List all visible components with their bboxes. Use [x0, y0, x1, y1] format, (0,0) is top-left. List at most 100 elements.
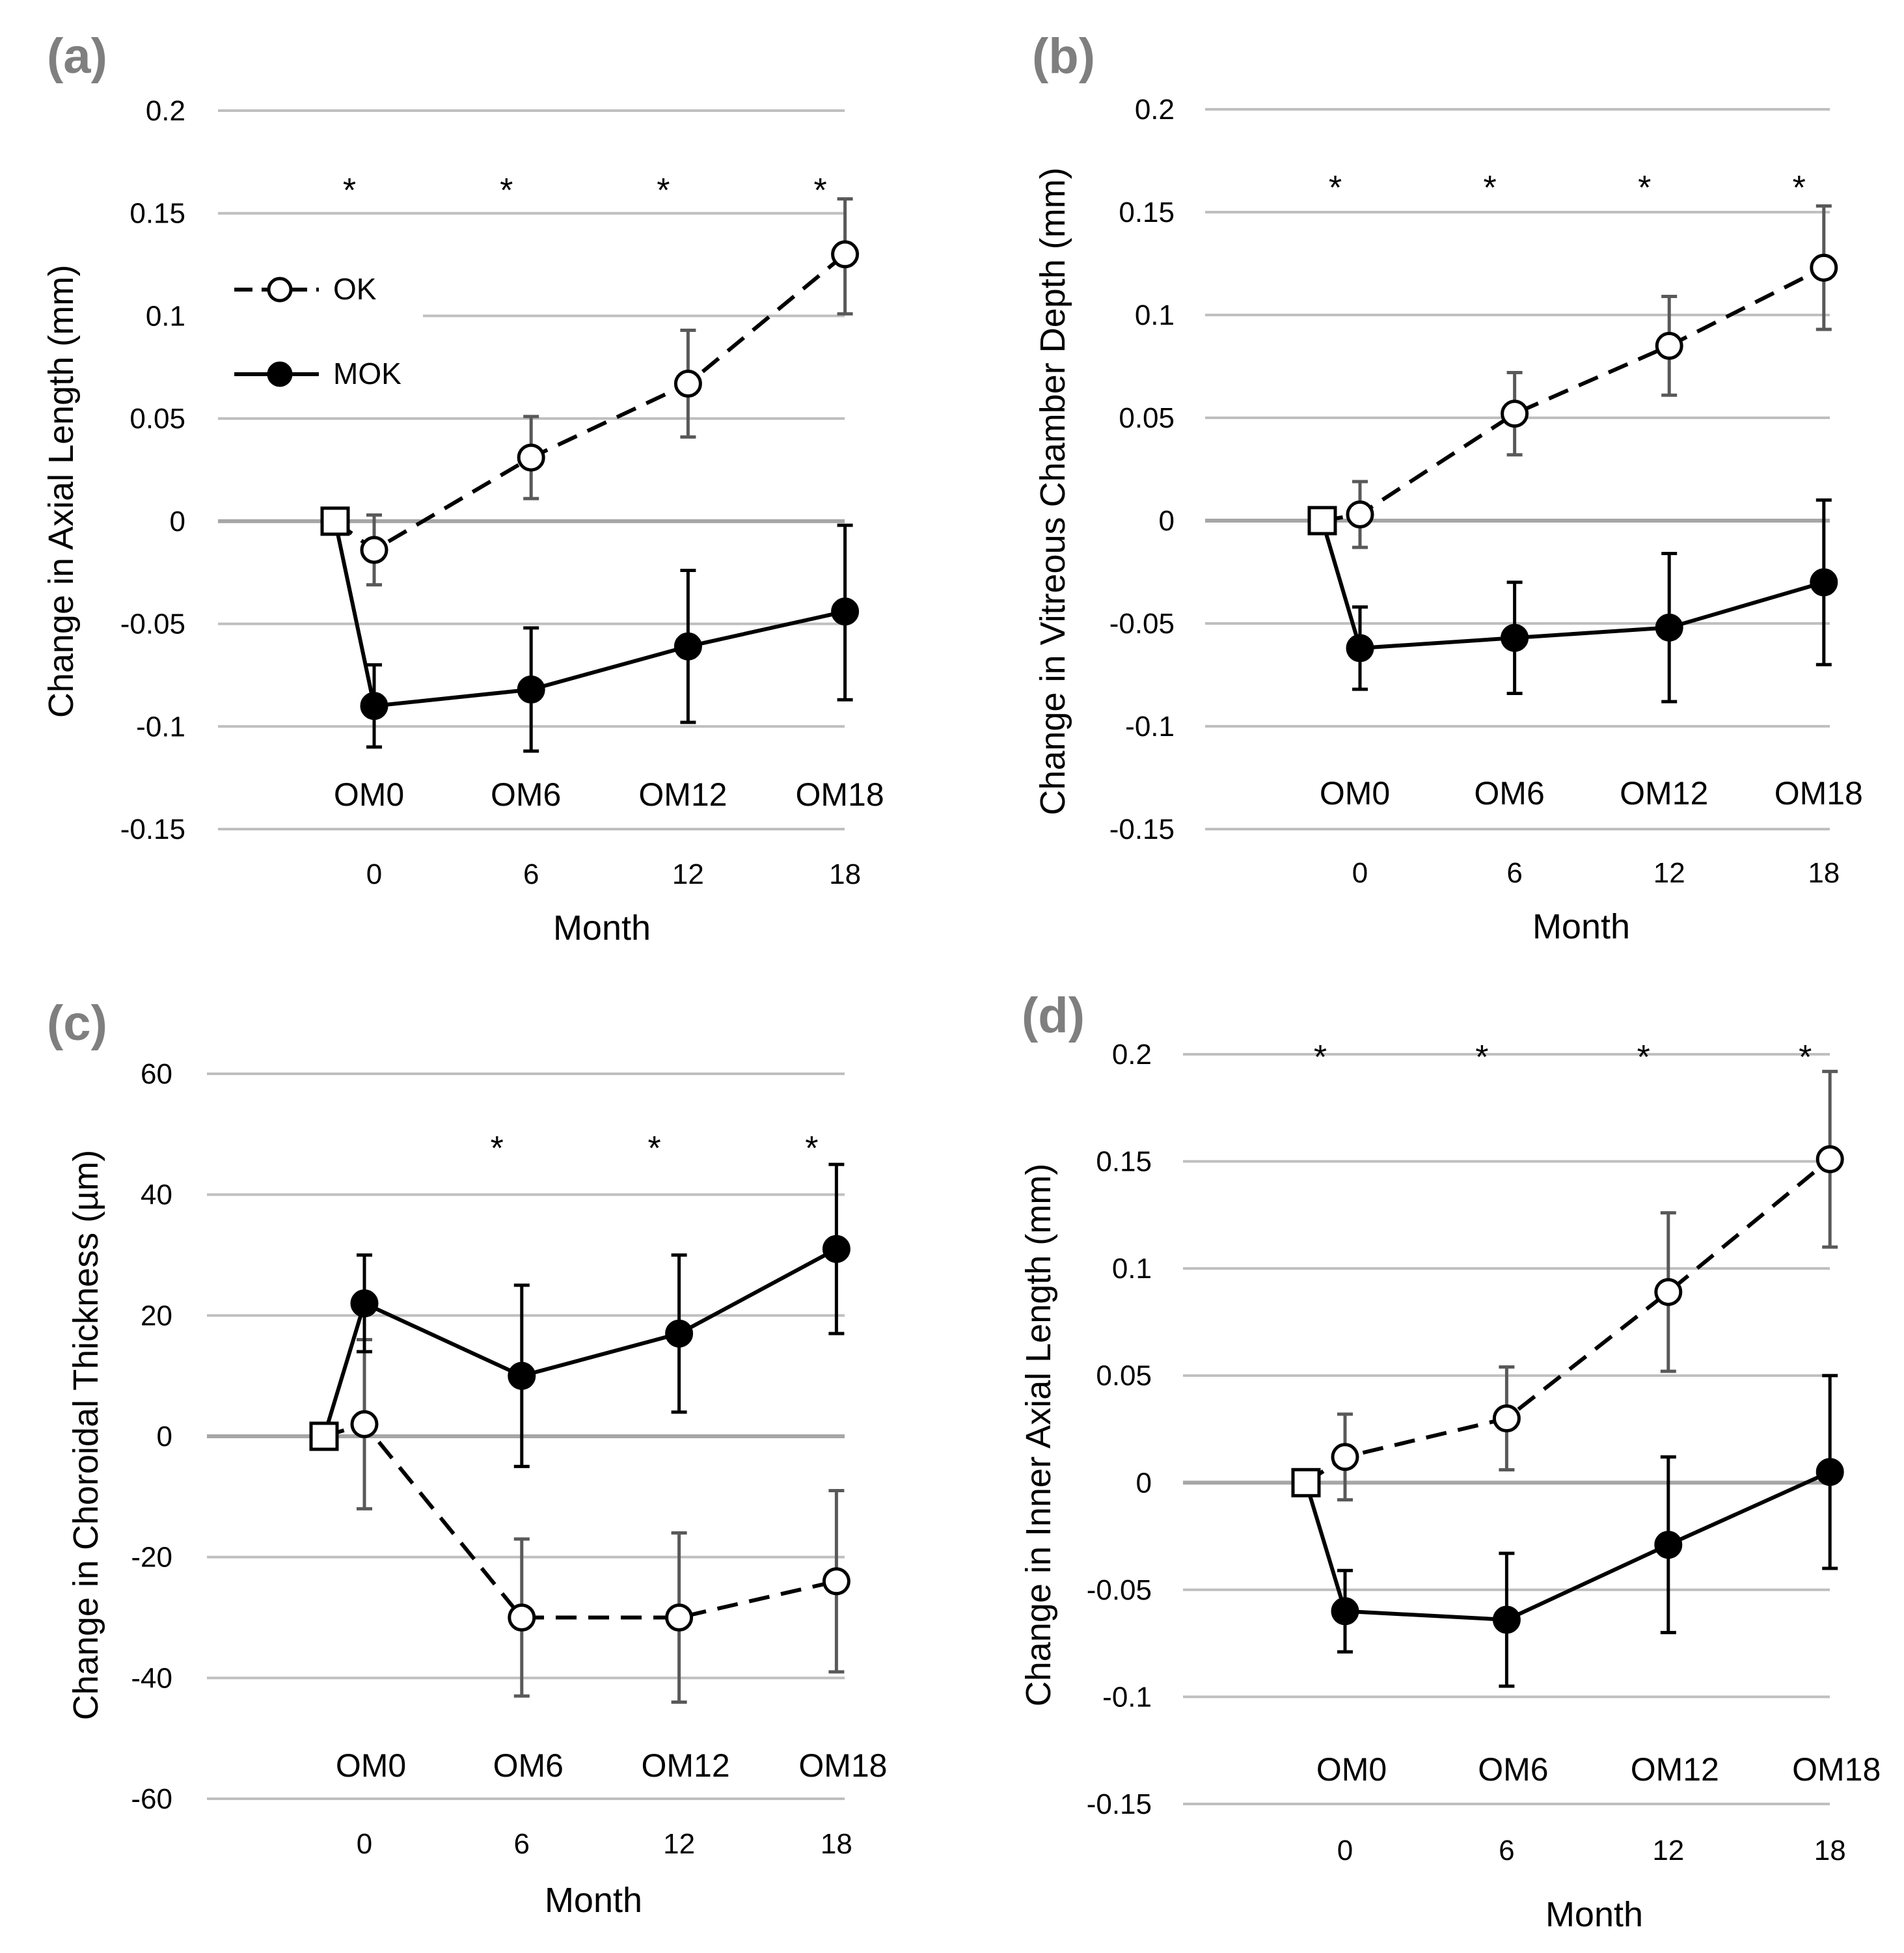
mok-data-point [350, 1289, 379, 1318]
significance-star: * [500, 172, 513, 210]
x-tick-label: 12 [672, 858, 704, 890]
mok-data-point [665, 1319, 694, 1348]
om-label: OM0 [336, 1747, 406, 1784]
legend-mok-marker [267, 361, 293, 387]
ok-data-point [1501, 400, 1529, 428]
y-tick-label: 0 [1159, 505, 1175, 537]
y-tick-label: 20 [141, 1300, 172, 1332]
x-tick-label: 0 [366, 858, 382, 890]
x-tick-label: 18 [829, 858, 861, 890]
om-label: OM18 [1775, 775, 1863, 812]
mok-data-point [1654, 1531, 1683, 1559]
mok-data-point [673, 632, 702, 661]
significance-star: * [1793, 169, 1806, 207]
om-label: OM0 [1316, 1751, 1387, 1788]
ok-data-point [517, 443, 545, 472]
x-tick-label: 6 [1506, 857, 1522, 889]
mok-data-point [508, 1361, 536, 1390]
significance-star: * [657, 172, 670, 210]
significance-star: * [1329, 169, 1342, 207]
significance-star: * [1799, 1039, 1812, 1076]
y-tick-label: 0 [157, 1421, 172, 1453]
om-label: OM6 [1474, 775, 1544, 812]
x-tick-label: 0 [357, 1828, 372, 1860]
mok-data-point [822, 1235, 850, 1263]
mok-data-point [1816, 1458, 1844, 1486]
y-tick-label: 0.05 [1119, 402, 1175, 434]
panel-label: (b) [1032, 29, 1095, 84]
mok-data-point [1331, 1597, 1359, 1626]
ok-data-point [831, 240, 860, 269]
ok-series-line [323, 1421, 837, 1620]
ok-data-point [1654, 1277, 1683, 1306]
panel-label: (d) [1022, 988, 1085, 1043]
ok-data-point [1810, 253, 1838, 282]
legend: OK MOK [234, 272, 401, 390]
y-tick-label: 0.2 [1112, 1039, 1152, 1071]
ok-data-point [360, 536, 388, 564]
y-tick-label: 0.15 [129, 198, 185, 230]
significance-star: * [1314, 1039, 1327, 1076]
y-tick-label: 0.15 [1096, 1146, 1152, 1178]
ok-data-point [1816, 1145, 1844, 1173]
ok-series-line [334, 253, 847, 553]
significance-star: * [1638, 169, 1651, 207]
x-tick-label: 12 [1653, 857, 1685, 889]
ok-series-line [1322, 266, 1825, 523]
y-tick-label: -0.15 [120, 813, 185, 845]
x-axis-title: Month [1545, 1895, 1643, 1934]
panel-label: (a) [47, 29, 107, 84]
legend-mok-label: MOK [333, 357, 401, 390]
ok-data-point [822, 1567, 850, 1596]
legend-ok-marker [267, 277, 293, 303]
om-label: OM0 [1320, 775, 1390, 812]
om-label: OM12 [642, 1747, 730, 1784]
ok-data-point [1655, 331, 1683, 360]
ok-series-line [1305, 1157, 1832, 1484]
mok-data-point [360, 692, 388, 720]
x-tick-label: 18 [821, 1828, 852, 1860]
panel-a: 0.2 0.15 0.1 0.05 0 -0.05 -0.1 -0.15 (a) Change i… [42, 29, 884, 948]
mok-data-point [1501, 623, 1529, 652]
mok-data-point [1346, 634, 1374, 662]
y-axis-title: Change in Choroidal Thickness (µm) [66, 1150, 105, 1721]
x-tick-label: 6 [514, 1828, 530, 1860]
x-tick-label: 18 [1808, 857, 1840, 889]
ok-data-point [665, 1604, 694, 1632]
x-tick-label: 6 [1499, 1835, 1514, 1866]
panel-d: 0.2 0.15 0.1 0.05 0 -0.05 -0.1 -0.15 (d) Change i… [1019, 988, 1881, 1934]
y-tick-label: 0.05 [129, 403, 185, 435]
y-tick-label: -0.1 [136, 711, 185, 743]
om-label: OM12 [1620, 775, 1708, 812]
mok-data-point [1810, 568, 1838, 597]
mok-series-line [333, 521, 846, 709]
mok-data-point [831, 597, 860, 626]
panel-label: (c) [47, 996, 107, 1051]
x-tick-label: 6 [523, 858, 539, 890]
y-tick-label: 0.15 [1119, 197, 1175, 228]
y-tick-label: 0.1 [1135, 299, 1175, 331]
y-tick-label: -0.1 [1102, 1681, 1152, 1713]
baseline-marker [309, 1421, 339, 1451]
om-label: OM12 [638, 776, 727, 813]
x-tick-label: 18 [1814, 1835, 1846, 1866]
significance-star: * [491, 1130, 504, 1168]
ok-data-point [1346, 500, 1374, 529]
y-tick-label: 0.1 [1112, 1253, 1152, 1285]
om-label: OM0 [334, 776, 404, 813]
y-tick-label: 0.2 [1135, 94, 1175, 126]
mok-data-point [517, 676, 545, 704]
om-label: OM12 [1631, 1751, 1719, 1788]
y-tick-label: 60 [141, 1058, 172, 1090]
significance-star: * [343, 172, 356, 210]
y-tick-label: 0 [1136, 1467, 1152, 1499]
x-tick-label: 0 [1337, 1835, 1353, 1866]
x-axis-title: Month [1532, 907, 1630, 946]
x-tick-label: 12 [1652, 1835, 1684, 1866]
x-tick-label: 0 [1352, 857, 1368, 889]
y-tick-label: 0.1 [146, 300, 185, 332]
om-label: OM6 [493, 1747, 564, 1784]
mok-data-point [1655, 613, 1683, 642]
significance-star: * [805, 1130, 818, 1168]
